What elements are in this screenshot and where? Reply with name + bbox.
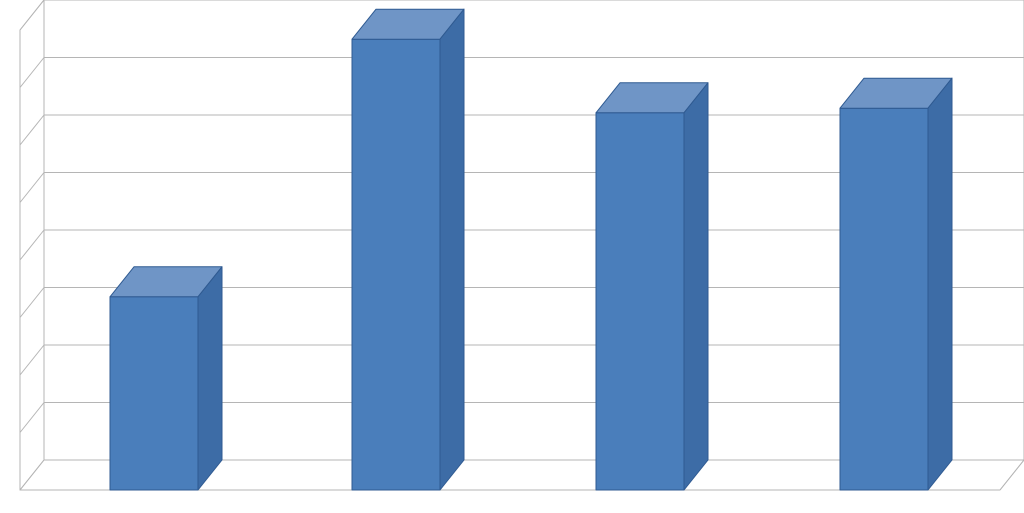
- bar-side: [198, 267, 222, 490]
- bar-side: [928, 78, 952, 490]
- bar-front: [596, 113, 684, 490]
- chart-svg: [0, 0, 1024, 513]
- bar-front: [110, 297, 198, 490]
- bar-side: [440, 9, 464, 490]
- bar-front: [840, 108, 928, 490]
- bar-chart-3d: [0, 0, 1024, 513]
- bar-front: [352, 39, 440, 490]
- bar-side: [684, 83, 708, 490]
